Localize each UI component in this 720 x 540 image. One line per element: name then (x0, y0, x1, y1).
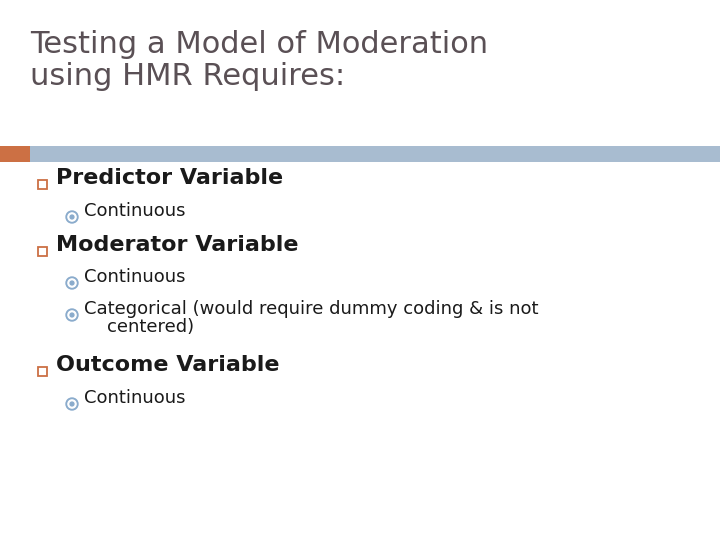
Bar (37, 367, 47, 375)
Text: centered): centered) (84, 318, 194, 336)
Text: using HMR Requires:: using HMR Requires: (30, 62, 345, 91)
Text: Categorical (would require dummy coding & is not: Categorical (would require dummy coding … (84, 300, 539, 318)
Circle shape (68, 213, 76, 221)
Circle shape (70, 313, 74, 317)
Text: Continuous: Continuous (84, 202, 186, 220)
Text: Continuous: Continuous (84, 268, 186, 286)
Circle shape (66, 398, 78, 410)
Circle shape (68, 279, 76, 287)
Text: Predictor Variable: Predictor Variable (56, 168, 283, 188)
Circle shape (70, 215, 74, 219)
Bar (0, 146, 30, 162)
Bar (30, 146, 720, 162)
Text: Outcome Variable: Outcome Variable (56, 355, 279, 375)
Text: Continuous: Continuous (84, 389, 186, 407)
Circle shape (70, 402, 74, 406)
Bar (37, 179, 47, 188)
Bar (37, 246, 47, 255)
Circle shape (70, 281, 74, 285)
Text: Testing a Model of Moderation: Testing a Model of Moderation (30, 30, 488, 59)
Circle shape (68, 311, 76, 319)
Circle shape (66, 211, 78, 223)
Circle shape (68, 400, 76, 408)
Circle shape (66, 309, 78, 321)
Text: Moderator Variable: Moderator Variable (56, 235, 299, 255)
Circle shape (66, 277, 78, 289)
